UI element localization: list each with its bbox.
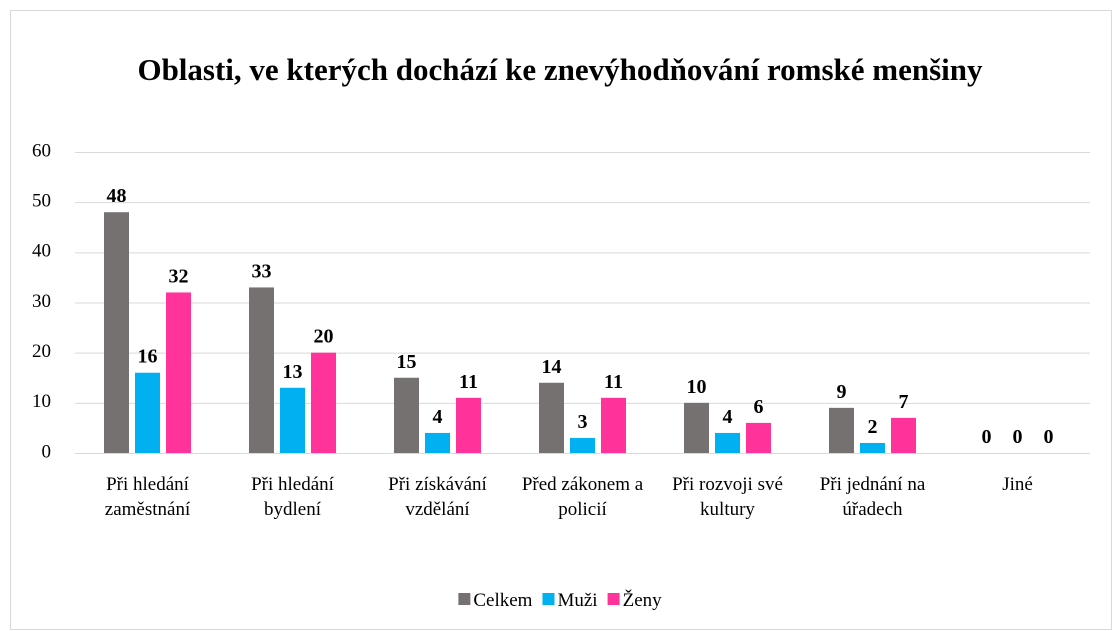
data-label: 4 bbox=[723, 406, 733, 428]
data-label: 14 bbox=[542, 356, 562, 378]
x-tick-label: Při jednání na úřadech bbox=[820, 474, 926, 520]
data-label: 11 bbox=[604, 371, 623, 393]
y-tick-label: 60 bbox=[32, 140, 51, 161]
y-tick-label: 10 bbox=[32, 391, 51, 412]
data-label: 11 bbox=[459, 371, 478, 393]
bar bbox=[456, 397, 481, 453]
y-tick-label: 40 bbox=[32, 241, 51, 262]
data-label: 0 bbox=[982, 426, 992, 448]
bar bbox=[135, 372, 160, 453]
legend-label: Celkem bbox=[473, 590, 532, 611]
bar bbox=[104, 212, 129, 453]
bar bbox=[860, 442, 885, 453]
bar bbox=[746, 422, 771, 453]
x-tick-label: Před zákonem a policií bbox=[522, 474, 644, 520]
y-tick-label: 20 bbox=[32, 341, 51, 362]
data-label: 3 bbox=[578, 411, 588, 433]
data-label: 32 bbox=[169, 265, 189, 287]
x-tick-label: Jiné bbox=[1002, 474, 1033, 495]
bar bbox=[891, 417, 916, 453]
data-label: 0 bbox=[1013, 426, 1023, 448]
bar bbox=[601, 397, 626, 453]
bar bbox=[539, 382, 564, 453]
x-tick-label: Při získávání vzdělání bbox=[388, 474, 487, 520]
bar bbox=[166, 292, 191, 453]
bar bbox=[829, 407, 854, 453]
data-label: 13 bbox=[283, 361, 303, 383]
data-label: 33 bbox=[252, 260, 272, 282]
bar bbox=[394, 377, 419, 453]
y-tick-label: 30 bbox=[32, 291, 51, 312]
bar bbox=[311, 352, 336, 453]
data-label: 9 bbox=[837, 381, 847, 403]
data-label: 15 bbox=[397, 351, 417, 373]
legend-swatch bbox=[542, 593, 555, 605]
chart-border bbox=[10, 10, 1112, 630]
data-label: 4 bbox=[433, 406, 443, 428]
y-tick-label: 0 bbox=[42, 441, 52, 462]
x-tick-label: Při hledání bydlení bbox=[251, 474, 335, 520]
bar bbox=[570, 437, 595, 453]
legend: Celkem Muži Ženy bbox=[458, 589, 662, 611]
legend-swatch bbox=[458, 593, 471, 605]
bar bbox=[684, 402, 709, 453]
bar bbox=[249, 287, 274, 453]
data-label: 48 bbox=[107, 185, 127, 207]
x-tick-label: Při rozvoji své kultury bbox=[672, 474, 783, 520]
legend-label: Muži bbox=[557, 590, 597, 611]
legend-label: Ženy bbox=[623, 589, 663, 611]
data-label: 6 bbox=[754, 396, 764, 418]
legend-swatch bbox=[607, 593, 620, 605]
bar bbox=[425, 432, 450, 453]
bar bbox=[280, 387, 305, 453]
data-label: 16 bbox=[138, 346, 158, 368]
chart-title: Oblasti, ve kterých dochází ke znevýhodň… bbox=[137, 52, 983, 87]
y-tick-label: 50 bbox=[32, 191, 51, 212]
data-label: 2 bbox=[868, 416, 878, 438]
data-label: 0 bbox=[1044, 426, 1054, 448]
data-label: 10 bbox=[687, 376, 707, 398]
bar bbox=[715, 432, 740, 453]
data-label: 7 bbox=[899, 391, 909, 413]
x-tick-label: Při hledání zaměstnání bbox=[105, 474, 191, 520]
data-label: 20 bbox=[314, 326, 334, 348]
